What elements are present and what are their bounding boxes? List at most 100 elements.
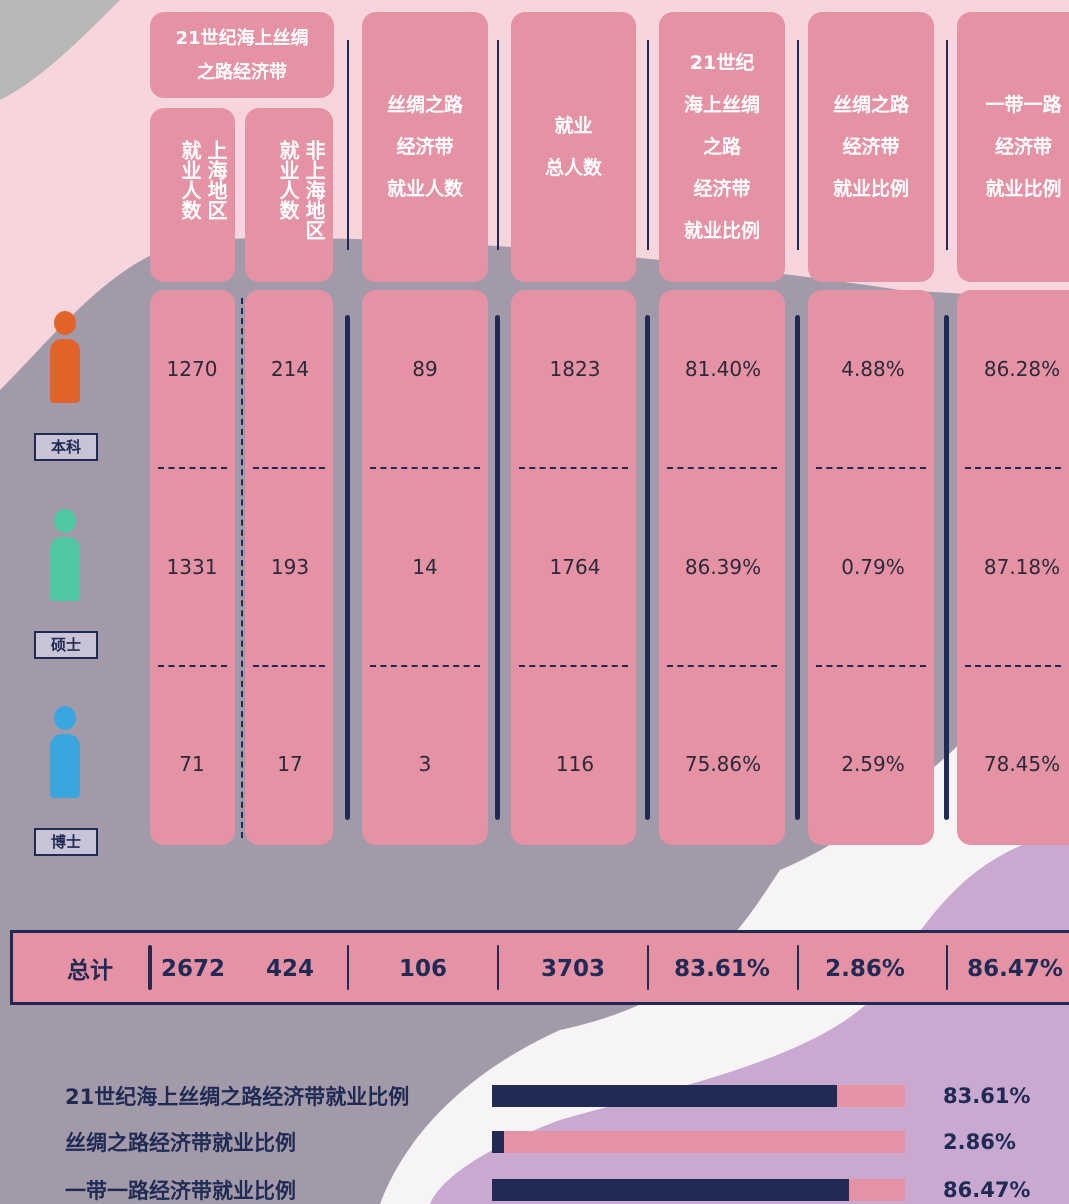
column-header: 丝绸之路 bbox=[808, 84, 934, 126]
bar bbox=[492, 1179, 849, 1201]
row-divider bbox=[519, 467, 628, 469]
cell-value: 71 bbox=[179, 752, 204, 776]
column-header: 就业比例 bbox=[659, 210, 785, 252]
column-header: 就业比例 bbox=[957, 168, 1069, 210]
header-divider bbox=[497, 40, 499, 250]
header-divider bbox=[946, 40, 948, 250]
column-header: 经济带 bbox=[659, 168, 785, 210]
cell-value: 1270 bbox=[167, 357, 218, 381]
total-value: 2.86% bbox=[825, 956, 905, 982]
row-divider bbox=[158, 467, 227, 469]
column-divider bbox=[795, 315, 800, 820]
column-divider bbox=[345, 315, 350, 820]
total-divider bbox=[497, 945, 499, 990]
row-divider bbox=[816, 665, 926, 667]
row-divider bbox=[370, 665, 480, 667]
column-header: 经济带 bbox=[808, 126, 934, 168]
person-icon bbox=[50, 734, 80, 798]
total-value: 3703 bbox=[541, 956, 605, 982]
total-divider bbox=[647, 945, 649, 990]
column-header: 就业比例 bbox=[808, 168, 934, 210]
bar-value-label: 83.61% bbox=[943, 1084, 1030, 1108]
column-divider bbox=[495, 315, 500, 820]
page: 21世纪海上丝绸之路经济带上海地区就业人数非上海地区就业人数丝绸之路经济带就业人… bbox=[0, 0, 1069, 1204]
cell-value: 0.79% bbox=[841, 555, 905, 579]
total-value: 83.61% bbox=[674, 956, 770, 982]
cell-value: 89 bbox=[412, 357, 437, 381]
person-icon bbox=[50, 537, 80, 601]
cell-value: 75.86% bbox=[685, 752, 761, 776]
row-divider bbox=[667, 665, 777, 667]
total-divider bbox=[148, 945, 152, 990]
total-value: 86.47% bbox=[967, 956, 1063, 982]
cell-value: 4.88% bbox=[841, 357, 905, 381]
total-divider bbox=[946, 945, 948, 990]
total-divider bbox=[797, 945, 799, 990]
row-divider bbox=[965, 665, 1061, 667]
column-header: 上海地区 bbox=[204, 140, 228, 220]
bar-label: 21世纪海上丝绸之路经济带就业比例 bbox=[65, 1081, 409, 1111]
row-divider bbox=[370, 467, 480, 469]
degree-label: 硕士 bbox=[34, 631, 98, 659]
header-divider bbox=[347, 40, 349, 250]
header-divider bbox=[797, 40, 799, 250]
column-header: 一带一路 bbox=[957, 84, 1069, 126]
row-divider bbox=[519, 665, 628, 667]
bar-label: 丝绸之路经济带就业比例 bbox=[65, 1127, 296, 1157]
cell-value: 116 bbox=[556, 752, 594, 776]
row-divider bbox=[667, 467, 777, 469]
total-divider bbox=[347, 945, 349, 990]
person-head bbox=[54, 509, 76, 533]
column-divider bbox=[645, 315, 650, 820]
column-header: 就业人数 bbox=[362, 168, 488, 210]
cell-value: 78.45% bbox=[984, 752, 1060, 776]
row-divider bbox=[816, 467, 926, 469]
cell-value: 1764 bbox=[550, 555, 601, 579]
row-divider bbox=[965, 467, 1061, 469]
bar bbox=[492, 1131, 504, 1153]
cell-value: 214 bbox=[271, 357, 309, 381]
person-icon bbox=[50, 339, 80, 403]
cell-value: 1823 bbox=[550, 357, 601, 381]
cell-value: 86.39% bbox=[685, 555, 761, 579]
bar-value-label: 2.86% bbox=[943, 1130, 1016, 1154]
column-header: 非上海地区 bbox=[302, 140, 326, 240]
column-header: 总人数 bbox=[511, 147, 636, 189]
bar-track bbox=[492, 1131, 905, 1153]
header-divider bbox=[647, 40, 649, 250]
column-header: 丝绸之路 bbox=[362, 84, 488, 126]
degree-label: 博士 bbox=[34, 828, 98, 856]
bar bbox=[492, 1085, 837, 1107]
column-header: 就业人数 bbox=[178, 140, 202, 220]
cell-value: 14 bbox=[412, 555, 437, 579]
cell-value: 2.59% bbox=[841, 752, 905, 776]
row-divider bbox=[253, 665, 325, 667]
group-header: 21世纪海上丝绸之路经济带 bbox=[150, 22, 334, 90]
cell-value: 3 bbox=[419, 752, 432, 776]
cell-value: 193 bbox=[271, 555, 309, 579]
total-value: 424 bbox=[266, 956, 314, 982]
column-header: 就业人数 bbox=[276, 140, 300, 220]
cell-value: 87.18% bbox=[984, 555, 1060, 579]
total-value: 106 bbox=[399, 956, 447, 982]
total-value: 2672 bbox=[161, 956, 225, 982]
column-header: 经济带 bbox=[362, 126, 488, 168]
bar-value-label: 86.47% bbox=[943, 1178, 1030, 1202]
cell-value: 17 bbox=[277, 752, 302, 776]
row-divider bbox=[158, 665, 227, 667]
dotted-divider bbox=[241, 298, 243, 838]
bar-label: 一带一路经济带就业比例 bbox=[65, 1175, 296, 1204]
column-header: 经济带 bbox=[957, 126, 1069, 168]
degree-label: 本科 bbox=[34, 433, 98, 461]
cell-value: 86.28% bbox=[984, 357, 1060, 381]
cell-value: 81.40% bbox=[685, 357, 761, 381]
row-divider bbox=[253, 467, 325, 469]
total-label: 总计 bbox=[67, 951, 113, 985]
column-header: 之路 bbox=[659, 126, 785, 168]
column-header: 21世纪 bbox=[659, 42, 785, 84]
person-head bbox=[54, 706, 76, 730]
cell-value: 1331 bbox=[167, 555, 218, 579]
column-header: 就业 bbox=[511, 105, 636, 147]
column-header: 海上丝绸 bbox=[659, 84, 785, 126]
column-divider bbox=[944, 315, 949, 820]
